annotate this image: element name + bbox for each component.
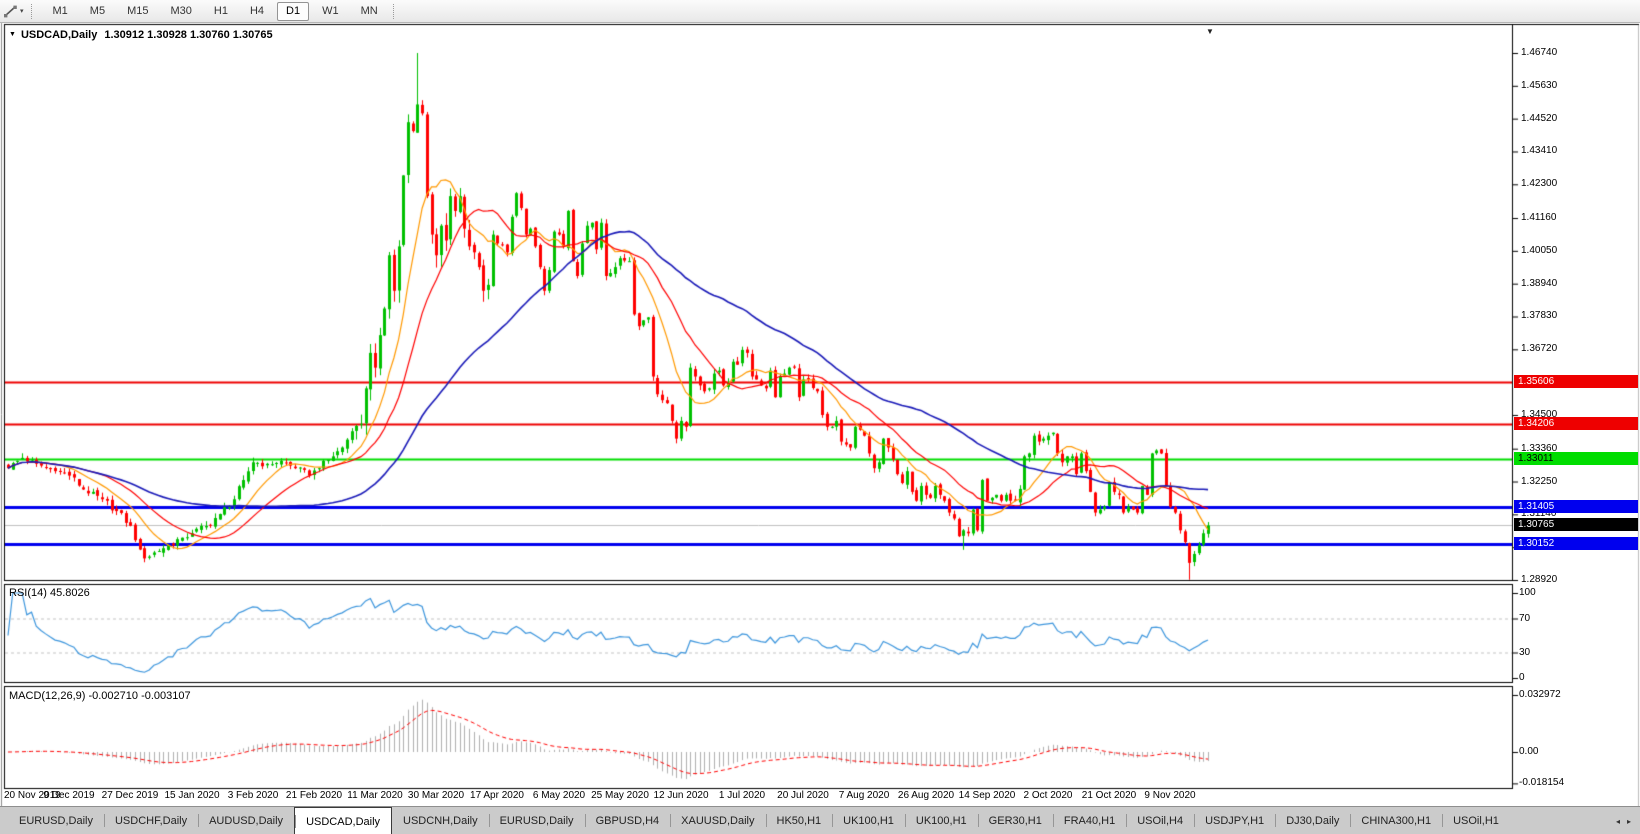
timeframe-button-w1[interactable]: W1 — [322, 4, 339, 17]
timeframe-button-mn[interactable]: MN — [360, 4, 378, 17]
price-tick-label: 1.28920 — [1521, 574, 1558, 585]
price-line-label: 1.31405 — [1514, 500, 1638, 513]
chart-tab-uk100-h1[interactable]: UK100,H1 — [832, 807, 905, 834]
macd-indicator-label: MACD(12,26,9) -0.002710 -0.003107 — [9, 690, 191, 702]
rsi-indicator-label: RSI(14) 45.8026 — [9, 587, 90, 599]
rsi-tick-label: 100 — [1519, 587, 1536, 598]
timeframe-buttons: M1 M5 M15 M30 H1 H4 D1 W1 MN — [42, 1, 389, 21]
chart-tab-usdchf-daily[interactable]: USDCHF,Daily — [103, 807, 198, 834]
date-tick-label: 30 Mar 2020 — [407, 790, 465, 801]
date-tick-label: 17 Apr 2020 — [470, 790, 524, 801]
date-tick-label: 21 Feb 2020 — [285, 790, 343, 801]
chevron-down-icon[interactable]: ▾ — [20, 8, 24, 15]
date-tick-label: 2 Oct 2020 — [1023, 790, 1073, 801]
timeframe-button-d1[interactable]: D1 — [277, 1, 310, 21]
tab-scroll-left-icon[interactable]: ◂ — [1615, 816, 1620, 826]
date-tick-label: 20 Nov 2019 — [4, 790, 61, 801]
chart-tab-usdjpy-h1[interactable]: USDJPY,H1 — [1194, 807, 1275, 834]
price-tick-label: 1.40050 — [1521, 245, 1558, 256]
chart-tab-dj30-daily[interactable]: DJ30,Daily — [1275, 807, 1350, 834]
price-tick-label: 1.46740 — [1521, 47, 1558, 58]
price-line-label: 1.35606 — [1514, 375, 1638, 388]
chart-tab-ger30-h1[interactable]: GER30,H1 — [977, 807, 1053, 834]
chart-tabs: EURUSD,Daily USDCHF,Daily AUDUSD,Daily USDC… — [0, 807, 1607, 834]
chart-tab-china300-h1[interactable]: CHINA300,H1 — [1350, 807, 1442, 834]
chart-tab-eurusd-daily[interactable]: EURUSD,Daily — [488, 807, 585, 834]
drawing-tool-icon[interactable] — [1, 3, 19, 19]
chart-tabs-bar: EURUSD,Daily USDCHF,Daily AUDUSD,Daily USDC… — [0, 806, 1640, 834]
chart-ohlc-values: 1.30912 1.30928 1.30760 1.30765 — [104, 29, 273, 41]
date-tick-label: 26 Aug 2020 — [897, 790, 955, 801]
timeframe-button-m1[interactable]: M1 — [52, 4, 68, 17]
price-tick-label: 1.33360 — [1521, 443, 1558, 454]
price-tick-label: 1.42300 — [1521, 178, 1558, 189]
date-tick-label: 9 Dec 2019 — [43, 790, 95, 801]
rsi-tick-label: 0 — [1519, 672, 1525, 683]
timeframe-button-m5[interactable]: M5 — [89, 4, 106, 17]
date-tick-label: 1 Jul 2020 — [718, 790, 766, 801]
timeframe-toolbar: ▾ M1 M5 M15 M30 H1 H4 D1 W1 MN — [0, 0, 1640, 23]
chart-tab-audusd-daily[interactable]: AUDUSD,Daily — [198, 807, 294, 834]
chart-tab-xauusd-daily[interactable]: XAUUSD,Daily — [670, 807, 765, 834]
chart-tab-hk50-h1[interactable]: HK50,H1 — [765, 807, 833, 834]
macd-tick-label: 0.032972 — [1519, 689, 1561, 700]
date-tick-label: 21 Oct 2020 — [1081, 790, 1137, 801]
chart-symbol-label: USDCAD,Daily — [20, 29, 98, 41]
date-tick-label: 14 Sep 2020 — [958, 790, 1016, 801]
price-tick-label: 1.45630 — [1521, 80, 1558, 91]
chart-title: ▼ USDCAD,Daily 1.30912 1.30928 1.30760 1.3… — [9, 29, 273, 41]
price-tick-label: 1.44520 — [1521, 113, 1558, 124]
rsi-tick-label: 30 — [1519, 647, 1531, 658]
macd-tick-label: -0.018154 — [1519, 777, 1565, 788]
price-tick-label: 1.32250 — [1521, 476, 1558, 487]
price-line-label: 1.34206 — [1514, 417, 1638, 430]
date-tick-label: 27 Dec 2019 — [101, 790, 159, 801]
price-tick-label: 1.37830 — [1521, 310, 1558, 321]
chart-tab-gbpusd-h4[interactable]: GBPUSD,H4 — [584, 807, 671, 834]
rsi-tick-label: 70 — [1519, 613, 1531, 624]
timeframe-button-h1[interactable]: H1 — [213, 4, 228, 17]
price-tick-label: 1.34500 — [1521, 409, 1558, 420]
price-line-label: 1.30765 — [1514, 518, 1638, 531]
chart-tab-fra40-h1[interactable]: FRA40,H1 — [1052, 807, 1126, 834]
date-tick-label: 11 Mar 2020 — [347, 790, 403, 801]
chart-tab-usoil-h4[interactable]: USOil,H4 — [1126, 807, 1194, 834]
price-line-label: 1.30152 — [1514, 537, 1638, 550]
chart-tab-eurusd-daily[interactable]: EURUSD,Daily — [19, 815, 93, 827]
chart-tab-usdcad-daily[interactable]: USDCAD,Daily — [294, 807, 393, 834]
price-tick-label: 1.31140 — [1521, 508, 1557, 519]
collapse-triangle-icon[interactable]: ▼ — [9, 31, 16, 38]
date-tick-label: 25 May 2020 — [591, 790, 649, 801]
timeframe-button-m30[interactable]: M30 — [170, 4, 192, 17]
macd-tick-label: 0.00 — [1519, 746, 1539, 757]
toolbar-grip[interactable] — [30, 3, 35, 19]
chart-tab-usoil-h1[interactable]: USOil,H1 — [1442, 807, 1510, 834]
timeframe-button-h4[interactable]: H4 — [249, 4, 265, 17]
chart-tab-usdcnh-daily[interactable]: USDCNH,Daily — [403, 815, 478, 827]
date-tick-label: 6 May 2020 — [532, 790, 586, 801]
trendline-glyph — [3, 5, 17, 17]
date-tick-label: 7 Aug 2020 — [838, 790, 890, 801]
price-line-label: 1.33011 — [1514, 452, 1638, 465]
date-tick-label: 20 Jul 2020 — [777, 790, 829, 801]
chart-tab-uk100-h1[interactable]: UK100,H1 — [904, 807, 978, 834]
price-tick-label: 1.38940 — [1521, 278, 1558, 289]
date-tick-label: 3 Feb 2020 — [227, 790, 279, 801]
tab-scroll-arrows: ◂ ▸ — [1607, 807, 1640, 834]
date-tick-label: 15 Jan 2020 — [164, 790, 220, 801]
tab-scroll-right-icon[interactable]: ▸ — [1626, 816, 1631, 826]
timeframe-button-m15[interactable]: M15 — [127, 4, 149, 17]
price-tick-label: 1.43410 — [1521, 145, 1558, 156]
date-tick-label: 9 Nov 2020 — [1144, 790, 1196, 801]
date-tick-label: 12 Jun 2020 — [653, 790, 709, 801]
toolbar-grip-2[interactable] — [392, 3, 397, 19]
chart-shift-marker-icon[interactable]: ▼ — [1206, 27, 1214, 36]
price-tick-label: 1.36720 — [1521, 343, 1558, 354]
price-tick-label: 1.41160 — [1521, 212, 1557, 223]
